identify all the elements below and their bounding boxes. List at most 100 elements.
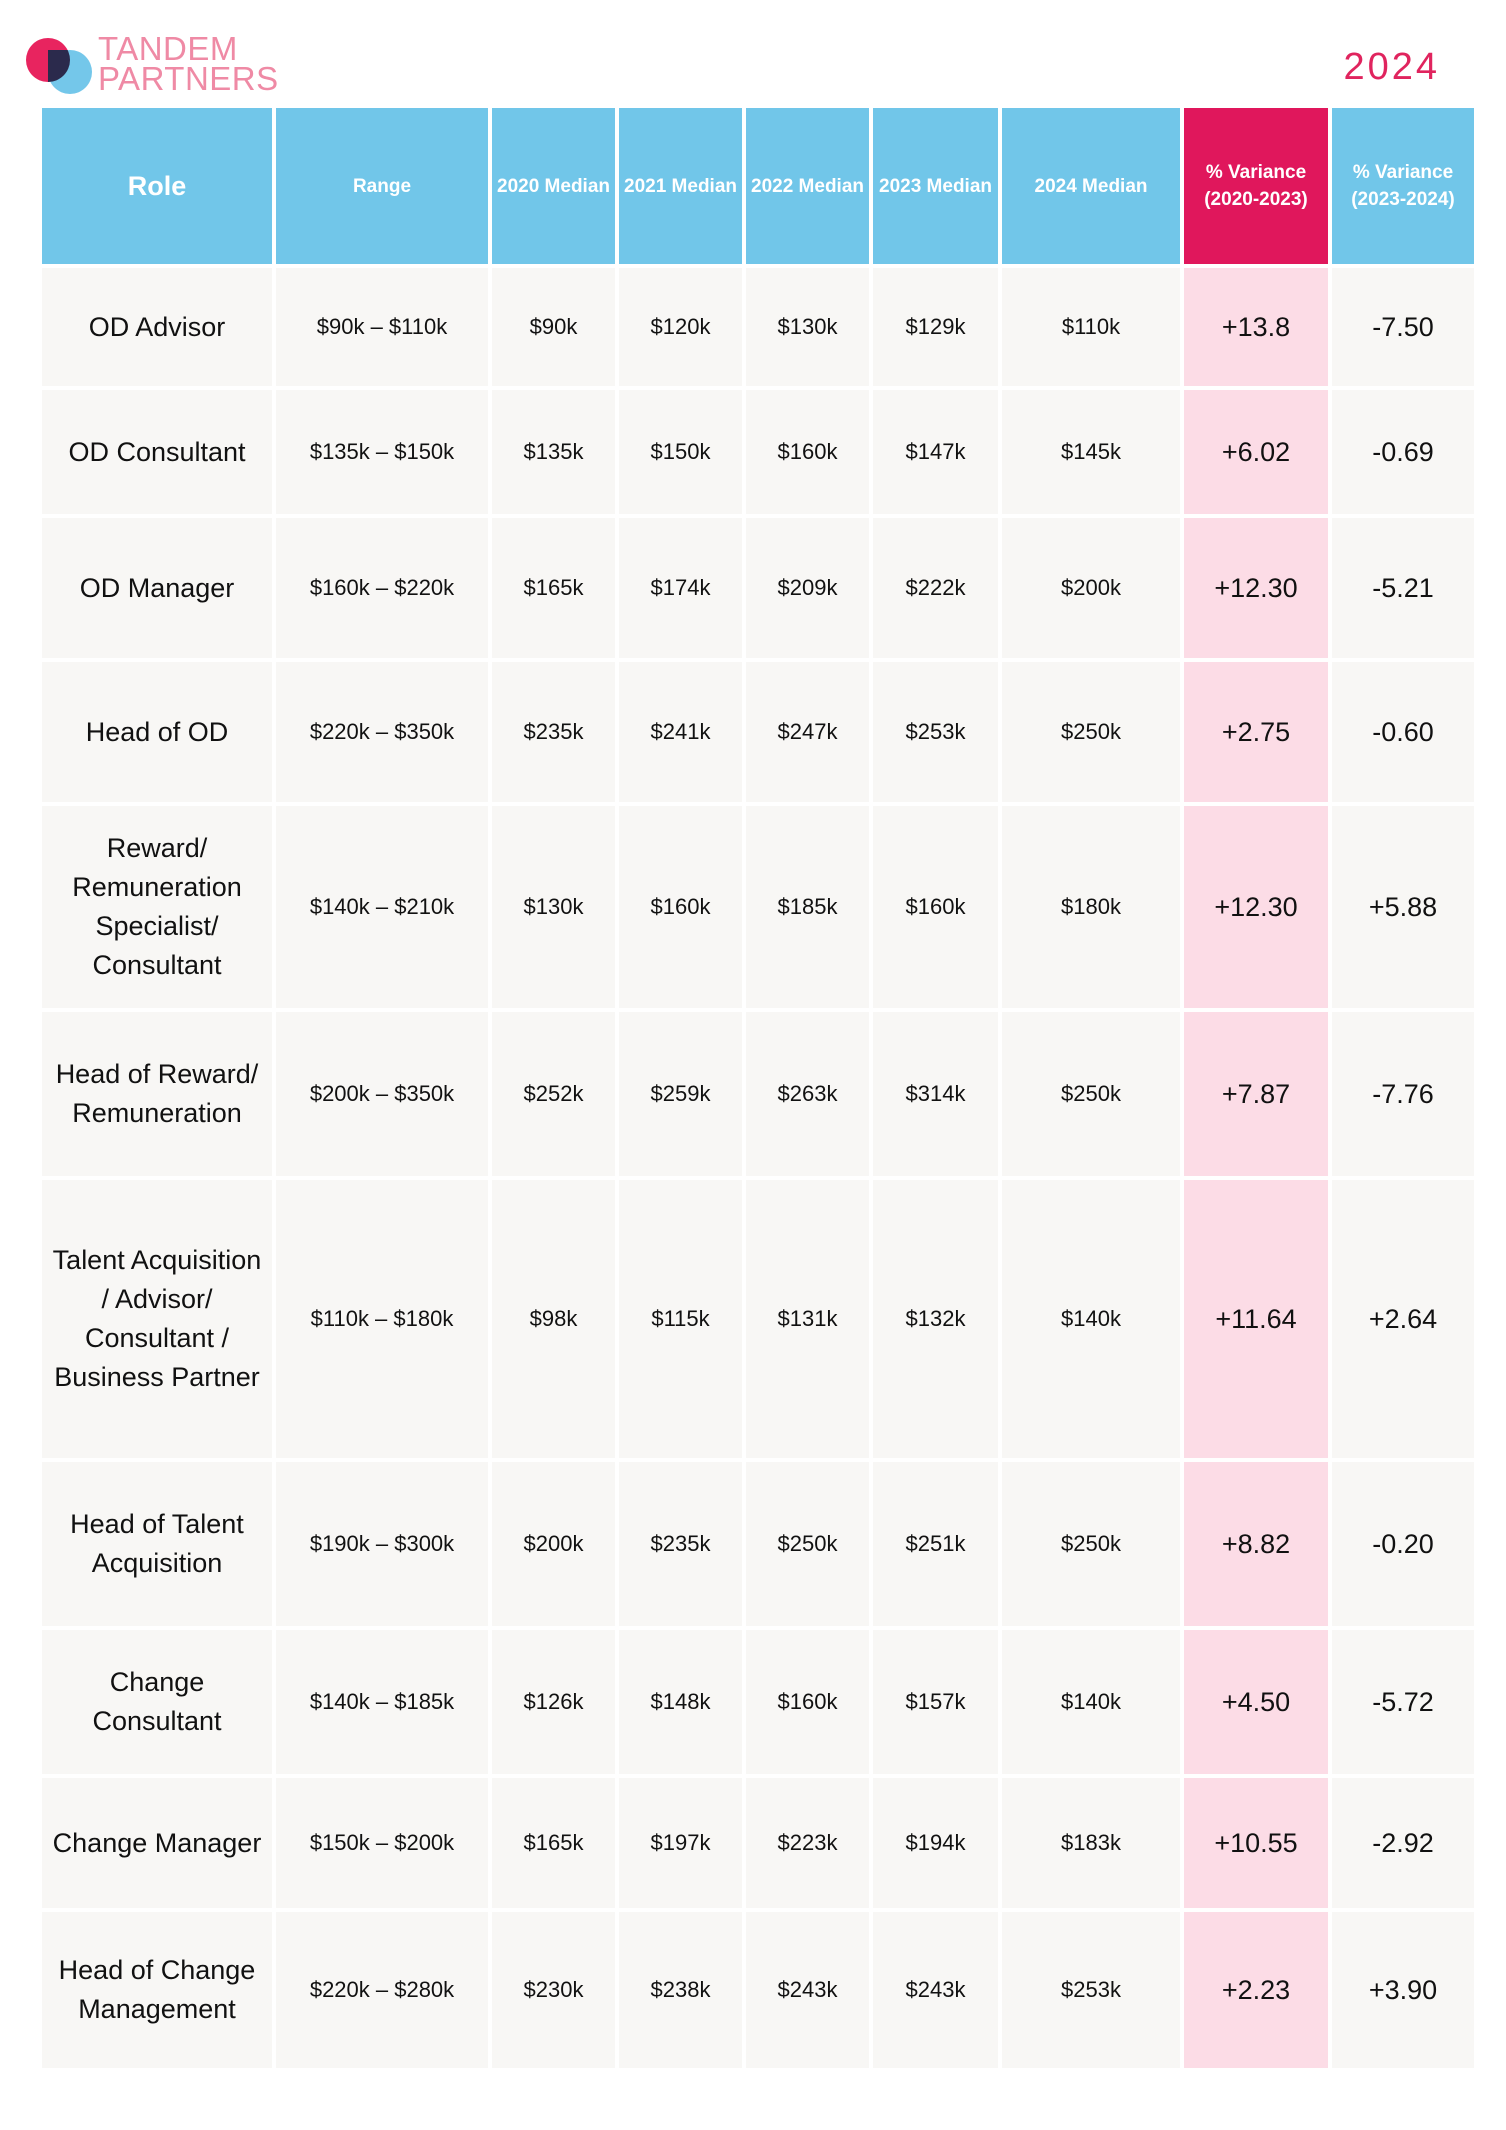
cell-variance-2023-2024: -0.60 — [1332, 662, 1474, 802]
cell-variance-2023-2024: -5.72 — [1332, 1630, 1474, 1774]
cell-2022-median: $223k — [746, 1778, 869, 1908]
cell-2023-median: $132k — [873, 1180, 998, 1458]
cell-variance-2020-2023: +2.23 — [1184, 1912, 1328, 2068]
cell-2021-median: $115k — [619, 1180, 742, 1458]
cell-2021-median: $197k — [619, 1778, 742, 1908]
cell-2022-median: $243k — [746, 1912, 869, 2068]
cell-2024-median: $250k — [1002, 662, 1180, 802]
cell-2023-median: $314k — [873, 1012, 998, 1176]
cell-2024-median: $183k — [1002, 1778, 1180, 1908]
cell-2024-median: $253k — [1002, 1912, 1180, 2068]
cell-2022-median: $263k — [746, 1012, 869, 1176]
cell-variance-2023-2024: +2.64 — [1332, 1180, 1474, 1458]
cell-2020-median: $230k — [492, 1912, 615, 2068]
cell-2022-median: $131k — [746, 1180, 869, 1458]
cell-range: $90k – $110k — [276, 268, 488, 386]
cell-2023-median: $251k — [873, 1462, 998, 1626]
cell-role: OD Consultant — [42, 390, 272, 514]
cell-variance-2020-2023: +6.02 — [1184, 390, 1328, 514]
header-range: Range — [276, 108, 488, 264]
header-variance-2020-2023: % Variance (2020-2023) — [1184, 108, 1328, 264]
cell-2024-median: $110k — [1002, 268, 1180, 386]
cell-2020-median: $235k — [492, 662, 615, 802]
cell-role: Change Manager — [42, 1778, 272, 1908]
header-2021-median: 2021 Median — [619, 108, 742, 264]
logo-wordmark: TANDEM PARTNERS — [98, 30, 279, 97]
cell-2020-median: $98k — [492, 1180, 615, 1458]
cell-2020-median: $252k — [492, 1012, 615, 1176]
cell-2021-median: $235k — [619, 1462, 742, 1626]
cell-role: OD Manager — [42, 518, 272, 658]
salary-table: Role Range 2020 Median 2021 Median 2022 … — [42, 108, 1474, 2068]
cell-role: Head of Talent Acquisition — [42, 1462, 272, 1626]
header-role: Role — [42, 108, 272, 264]
cell-variance-2023-2024: -5.21 — [1332, 518, 1474, 658]
cell-role: Reward/ Remuneration Specialist/ Consult… — [42, 806, 272, 1008]
cell-variance-2020-2023: +12.30 — [1184, 806, 1328, 1008]
cell-range: $150k – $200k — [276, 1778, 488, 1908]
cell-variance-2020-2023: +2.75 — [1184, 662, 1328, 802]
cell-variance-2023-2024: -7.76 — [1332, 1012, 1474, 1176]
cell-2021-median: $259k — [619, 1012, 742, 1176]
cell-2024-median: $200k — [1002, 518, 1180, 658]
cell-2021-median: $238k — [619, 1912, 742, 2068]
cell-2023-median: $222k — [873, 518, 998, 658]
cell-2024-median: $250k — [1002, 1462, 1180, 1626]
cell-variance-2023-2024: -7.50 — [1332, 268, 1474, 386]
cell-2023-median: $243k — [873, 1912, 998, 2068]
cell-2024-median: $180k — [1002, 806, 1180, 1008]
cell-variance-2020-2023: +10.55 — [1184, 1778, 1328, 1908]
cell-2021-median: $160k — [619, 806, 742, 1008]
cell-2023-median: $253k — [873, 662, 998, 802]
cell-range: $135k – $150k — [276, 390, 488, 514]
cell-range: $160k – $220k — [276, 518, 488, 658]
cell-variance-2020-2023: +12.30 — [1184, 518, 1328, 658]
header-2023-median: 2023 Median — [873, 108, 998, 264]
cell-role: Change Consultant — [42, 1630, 272, 1774]
cell-variance-2020-2023: +11.64 — [1184, 1180, 1328, 1458]
cell-variance-2023-2024: -2.92 — [1332, 1778, 1474, 1908]
cell-role: Head of OD — [42, 662, 272, 802]
cell-2020-median: $135k — [492, 390, 615, 514]
cell-2020-median: $126k — [492, 1630, 615, 1774]
cell-2022-median: $160k — [746, 390, 869, 514]
cell-2022-median: $160k — [746, 1630, 869, 1774]
cell-2022-median: $185k — [746, 806, 869, 1008]
cell-2022-median: $130k — [746, 268, 869, 386]
cell-2020-median: $165k — [492, 1778, 615, 1908]
cell-role: Talent Acquisition / Advisor/ Consultant… — [42, 1180, 272, 1458]
cell-variance-2023-2024: +3.90 — [1332, 1912, 1474, 2068]
report-year: 2024 — [1343, 46, 1440, 88]
cell-2021-median: $174k — [619, 518, 742, 658]
cell-2021-median: $150k — [619, 390, 742, 514]
header-2020-median: 2020 Median — [492, 108, 615, 264]
logo-line-1: TANDEM — [98, 30, 238, 67]
cell-2021-median: $148k — [619, 1630, 742, 1774]
cell-2021-median: $120k — [619, 268, 742, 386]
cell-2023-median: $147k — [873, 390, 998, 514]
cell-range: $220k – $280k — [276, 1912, 488, 2068]
cell-range: $110k – $180k — [276, 1180, 488, 1458]
logo-line-2: PARTNERS — [98, 60, 279, 97]
tandem-partners-logo: TANDEM PARTNERS — [26, 30, 296, 102]
cell-2024-median: $140k — [1002, 1180, 1180, 1458]
cell-2023-median: $194k — [873, 1778, 998, 1908]
cell-range: $140k – $185k — [276, 1630, 488, 1774]
cell-2023-median: $129k — [873, 268, 998, 386]
header-2024-median: 2024 Median — [1002, 108, 1180, 264]
header-variance-2023-2024: % Variance (2023-2024) — [1332, 108, 1474, 264]
cell-2023-median: $157k — [873, 1630, 998, 1774]
cell-variance-2023-2024: +5.88 — [1332, 806, 1474, 1008]
cell-role: Head of Change Management — [42, 1912, 272, 2068]
cell-role: Head of Reward/ Remuneration — [42, 1012, 272, 1176]
cell-2022-median: $209k — [746, 518, 869, 658]
cell-variance-2020-2023: +7.87 — [1184, 1012, 1328, 1176]
cell-2024-median: $145k — [1002, 390, 1180, 514]
cell-role: OD Advisor — [42, 268, 272, 386]
cell-variance-2020-2023: +4.50 — [1184, 1630, 1328, 1774]
cell-2021-median: $241k — [619, 662, 742, 802]
cell-2022-median: $247k — [746, 662, 869, 802]
cell-2024-median: $250k — [1002, 1012, 1180, 1176]
cell-2024-median: $140k — [1002, 1630, 1180, 1774]
cell-range: $200k – $350k — [276, 1012, 488, 1176]
